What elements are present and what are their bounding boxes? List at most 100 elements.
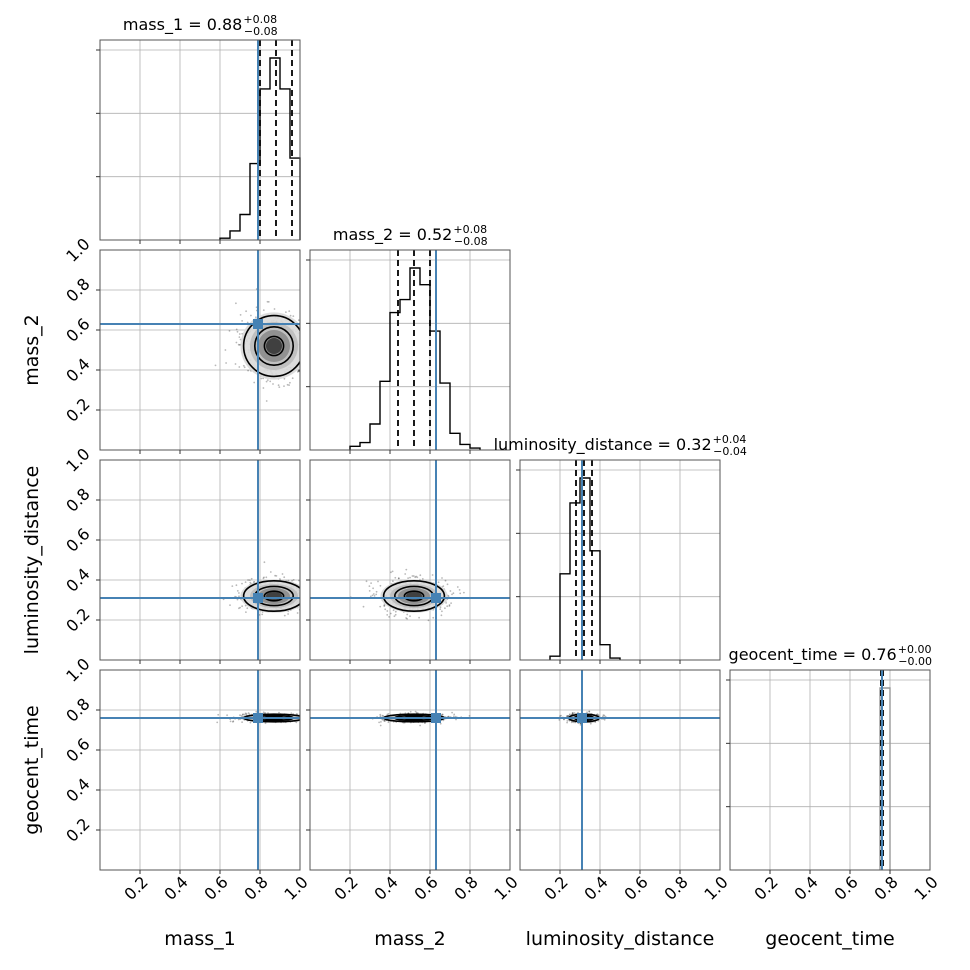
title-value: luminosity_distance = 0.32 xyxy=(494,435,712,455)
sample-point xyxy=(409,615,411,618)
sample-point xyxy=(383,605,385,607)
sample-point xyxy=(378,721,380,724)
sample-point xyxy=(566,720,569,722)
sample-point xyxy=(265,400,268,402)
sample-point xyxy=(379,713,382,716)
panel-frame xyxy=(309,669,511,871)
sample-point xyxy=(391,570,394,573)
sample-point xyxy=(216,721,219,724)
sample-point xyxy=(274,574,276,577)
sample-point xyxy=(236,330,239,333)
sample-point xyxy=(301,362,303,364)
panel-backgrounds xyxy=(100,40,930,870)
sample-point xyxy=(301,584,303,586)
sample-point xyxy=(588,710,591,713)
sample-point xyxy=(225,362,228,364)
sample-point xyxy=(301,369,303,371)
sample-point xyxy=(302,595,304,597)
truth-marker xyxy=(253,319,263,329)
sample-point xyxy=(224,349,227,351)
sample-point xyxy=(238,333,241,335)
sample-point xyxy=(245,611,247,613)
histogram-title: mass_1 = 0.88+0.08 xyxy=(123,13,277,35)
sample-point xyxy=(603,714,606,717)
sample-point xyxy=(419,574,422,577)
sample-point xyxy=(288,310,291,312)
title-plus-error: +0.08 xyxy=(243,13,277,26)
sample-point xyxy=(448,605,451,607)
sample-point xyxy=(289,314,292,317)
x-tick-label: 0.4 xyxy=(370,872,401,903)
truth-markers xyxy=(100,40,883,870)
sample-point xyxy=(244,581,247,583)
sample-point xyxy=(250,314,252,317)
sample-point xyxy=(559,715,561,717)
sample-point xyxy=(239,714,241,717)
sample-point xyxy=(249,721,252,724)
title-value: mass_2 = 0.52 xyxy=(333,225,452,245)
sample-point xyxy=(372,593,375,595)
title-value: mass_1 = 0.88 xyxy=(123,15,242,35)
sample-point xyxy=(273,308,276,310)
x-axis-title: mass_1 xyxy=(164,928,236,950)
sample-point xyxy=(235,302,237,305)
sample-point xyxy=(238,344,241,346)
sample-point xyxy=(277,384,280,387)
sample-point xyxy=(303,589,305,591)
sample-point xyxy=(307,721,309,723)
truth-marker xyxy=(431,713,441,723)
histogram-step-luminosity_distance xyxy=(549,477,621,660)
sample-point xyxy=(419,724,421,727)
contour-line xyxy=(263,335,285,357)
x-tick-label: 0.6 xyxy=(620,872,651,903)
sample-point xyxy=(262,387,265,389)
x-tick-label: 0.8 xyxy=(870,872,901,903)
panel-background xyxy=(100,40,300,240)
sample-point xyxy=(411,575,414,577)
x-tick-label: 1.0 xyxy=(280,872,311,903)
sample-point xyxy=(442,585,445,588)
x-tick-label: 0.4 xyxy=(790,872,821,903)
sample-point xyxy=(444,579,447,582)
contour-line xyxy=(403,590,425,602)
sample-point xyxy=(241,582,243,585)
sample-point xyxy=(589,722,592,725)
sample-point xyxy=(250,577,253,580)
sample-point xyxy=(261,613,264,616)
sample-point xyxy=(232,720,235,723)
title-minus-error: −0.04 xyxy=(713,445,747,458)
x-tick-label: 0.8 xyxy=(660,872,691,903)
sample-point xyxy=(287,613,289,615)
sample-point xyxy=(379,724,382,727)
sample-point xyxy=(301,350,303,352)
sample-point xyxy=(241,713,244,716)
sample-point xyxy=(305,587,307,589)
sample-point xyxy=(238,592,240,594)
sample-point xyxy=(291,579,293,582)
sample-point xyxy=(228,330,231,332)
sample-point xyxy=(269,571,272,573)
title-minus-error: −0.08 xyxy=(454,235,488,248)
sample-point xyxy=(238,366,241,368)
sample-point xyxy=(283,614,286,617)
sample-point xyxy=(569,713,571,716)
sample-point xyxy=(239,606,242,609)
sample-point xyxy=(304,340,306,342)
sample-point xyxy=(405,568,408,571)
panel-frame xyxy=(99,249,301,451)
sample-point xyxy=(307,612,309,614)
sample-point xyxy=(570,721,573,724)
sample-point xyxy=(409,710,412,713)
x-tick-label: 0.2 xyxy=(750,872,781,903)
sample-point xyxy=(384,608,387,611)
sample-point xyxy=(381,714,384,717)
panel-frame xyxy=(309,249,511,451)
sample-point xyxy=(253,381,256,384)
sample-point xyxy=(463,591,465,594)
sample-point xyxy=(288,384,290,386)
sample-point xyxy=(451,711,453,714)
sample-point xyxy=(450,602,452,604)
sample-point xyxy=(296,612,299,614)
sample-point xyxy=(307,374,309,376)
sample-point xyxy=(409,576,411,579)
